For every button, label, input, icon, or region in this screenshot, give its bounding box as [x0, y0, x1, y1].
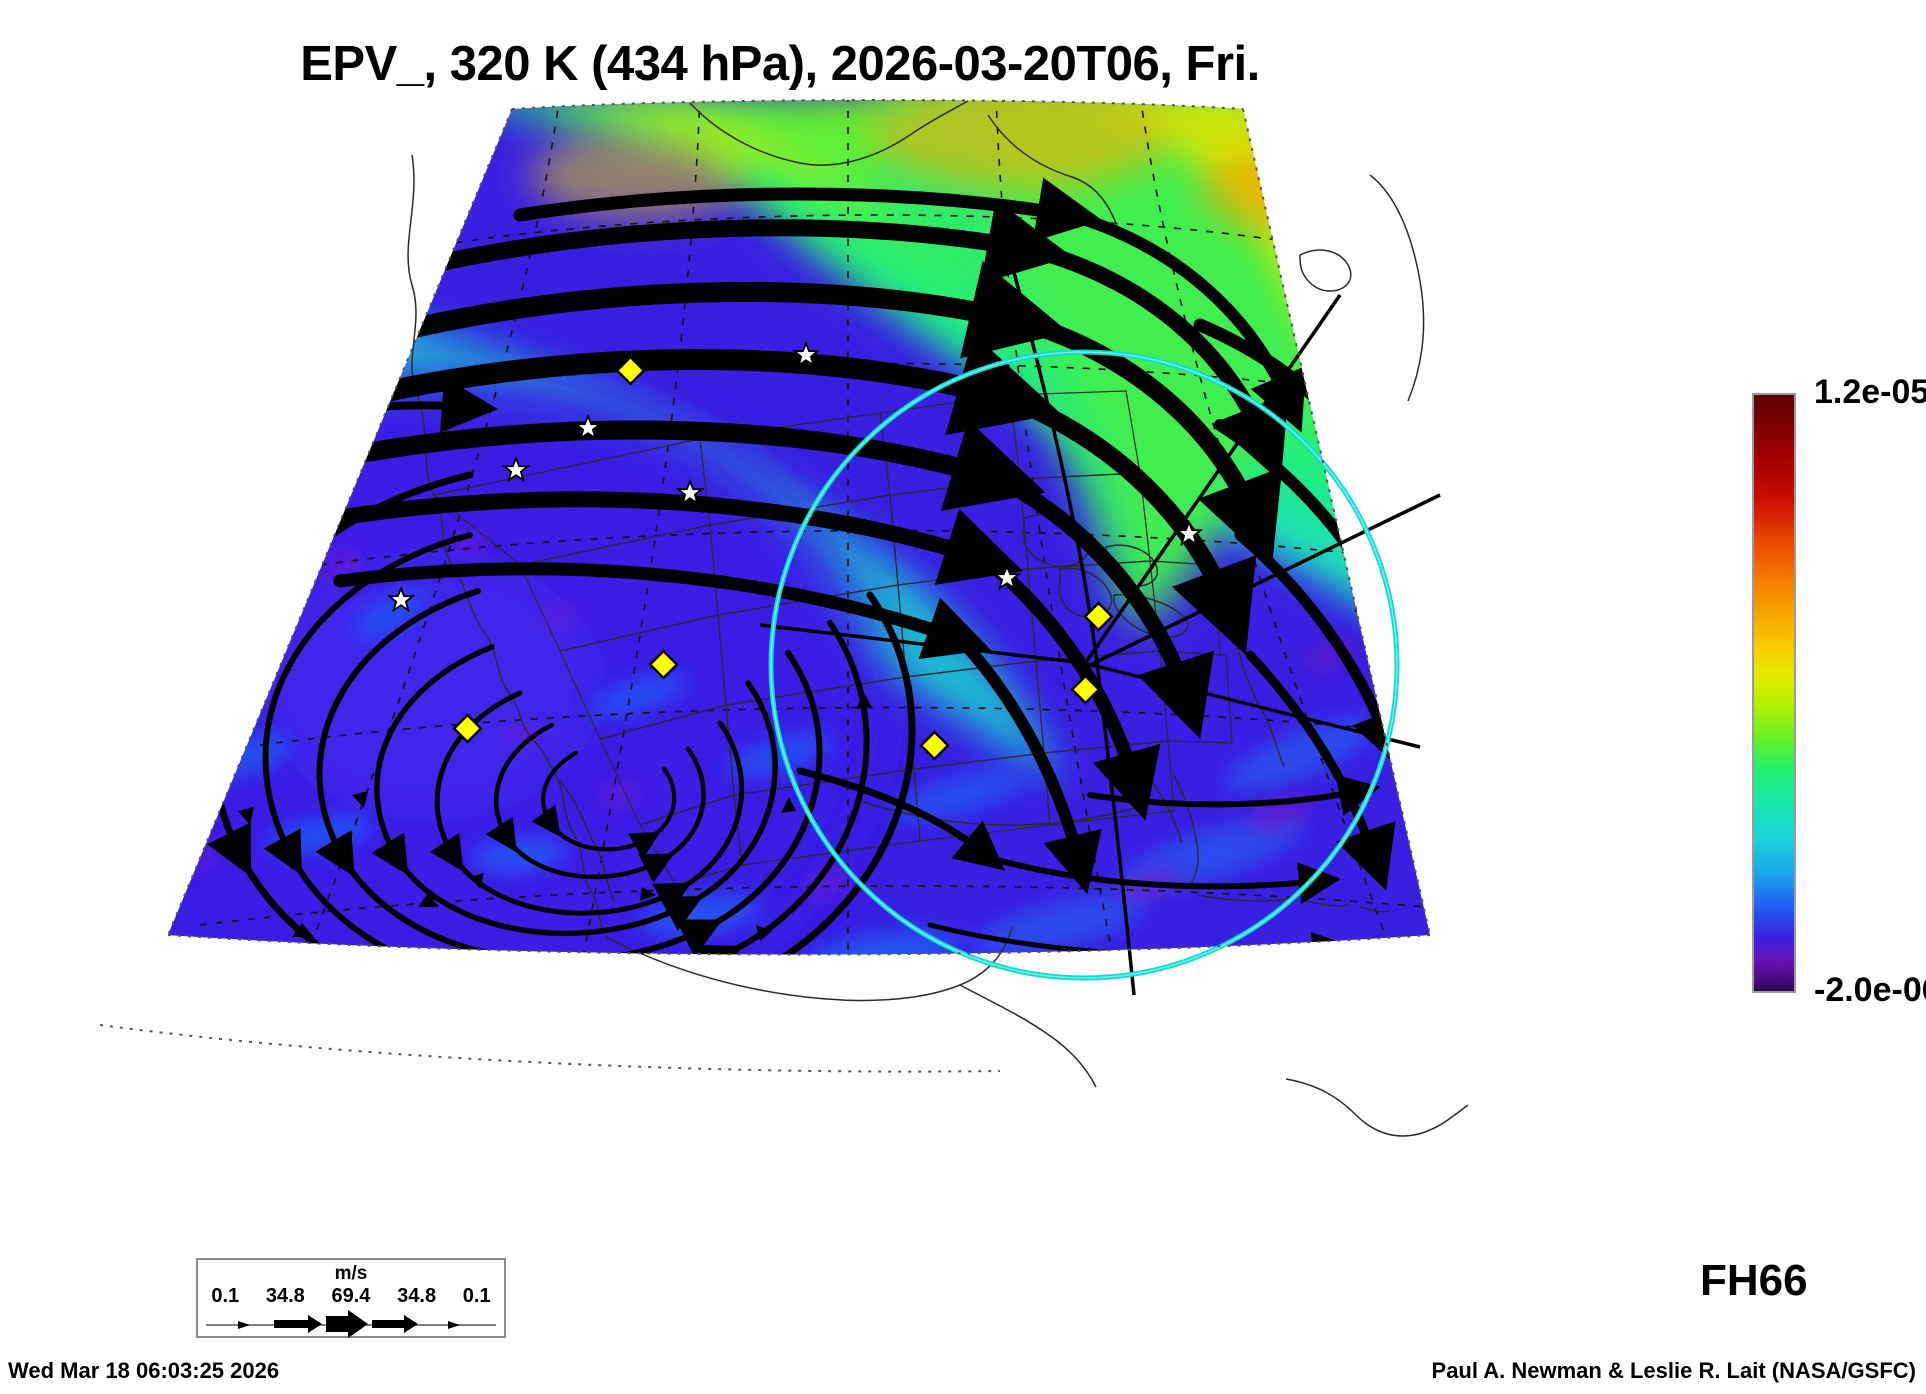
map-plot[interactable]	[0, 95, 1660, 1235]
wind-legend-unit-label: m/s	[334, 1263, 368, 1284]
station-star-markers[interactable]	[386, 340, 1204, 613]
wind-legend-ticks: 0.1 34.8 69.4 34.8 0.1	[198, 1285, 504, 1308]
domain-boundary	[99, 99, 1431, 1073]
flight-circle	[768, 349, 1400, 981]
wind-legend-arrow-scale	[206, 1310, 496, 1338]
wind-tick-3: 34.8	[397, 1285, 437, 1307]
wind-tick-4: 0.1	[462, 1285, 491, 1307]
map-panel[interactable]	[0, 95, 1660, 1235]
wind-tick-0: 0.1	[211, 1285, 240, 1307]
wind-tick-1: 34.8	[265, 1285, 305, 1307]
wind-speed-legend: m/s 0.1 34.8 69.4 34.8 0.1	[196, 1258, 506, 1338]
page-title: EPV_, 320 K (434 hPa), 2026-03-20T06, Fr…	[300, 37, 1260, 91]
epv-shading-layer	[168, 100, 1430, 955]
colorbar-gradient	[1752, 393, 1796, 993]
colorbar-max-label: 1.2e-05	[1814, 373, 1926, 411]
colorbar: 1.2e-05 -2.0e-06	[1752, 373, 1926, 1009]
credit-line: Paul A. Newman & Leslie R. Lait (NASA/GS…	[1431, 1358, 1916, 1383]
flight-track-layer	[759, 264, 1441, 996]
colorbar-min-label: -2.0e-06	[1814, 971, 1926, 1009]
station-diamond-markers[interactable]	[452, 355, 1114, 761]
wind-tick-2: 69.4	[331, 1285, 371, 1307]
forecast-hour-label: FH66	[1700, 1256, 1808, 1305]
run-timestamp: Wed Mar 18 06:03:25 2026	[8, 1358, 280, 1383]
